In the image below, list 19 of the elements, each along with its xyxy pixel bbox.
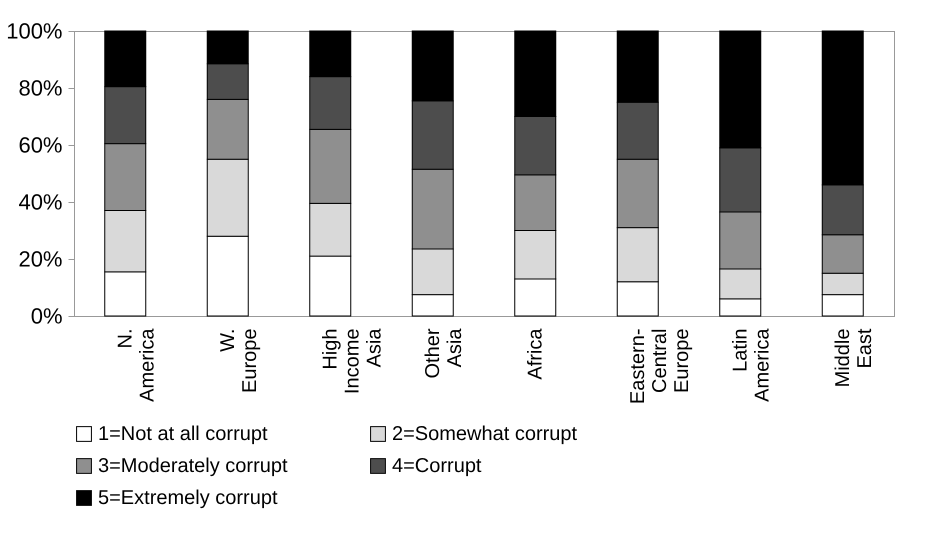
legend-label: 2=Somewhat corrupt — [392, 423, 578, 445]
x-tick-label: Middle East — [832, 328, 876, 388]
x-tick-label: Eastern-Central Europe — [626, 328, 693, 404]
x-tick-label: Other Asia — [422, 328, 466, 379]
x-tick-label: Latin America — [729, 328, 774, 402]
x-tick-label: W. Europe — [216, 328, 261, 393]
x-tick-label: Africa — [524, 328, 546, 380]
y-tick-label: 100% — [6, 18, 62, 44]
legend-label: 1=Not at all corrupt — [98, 423, 268, 445]
x-tick-label: N. America — [114, 328, 158, 402]
x-tick-label: High Income Asia — [319, 328, 386, 394]
y-tick-label: 80% — [18, 76, 62, 100]
y-tick-label: 0% — [30, 304, 62, 328]
y-tick-label: 20% — [18, 246, 62, 272]
legend-label: 5=Extremely corrupt — [98, 487, 278, 509]
y-tick-label: 40% — [18, 190, 62, 214]
legend-label: 4=Corrupt — [392, 455, 482, 477]
y-tick-label: 60% — [18, 132, 62, 158]
legend-label: 3=Moderately corrupt — [98, 455, 288, 477]
